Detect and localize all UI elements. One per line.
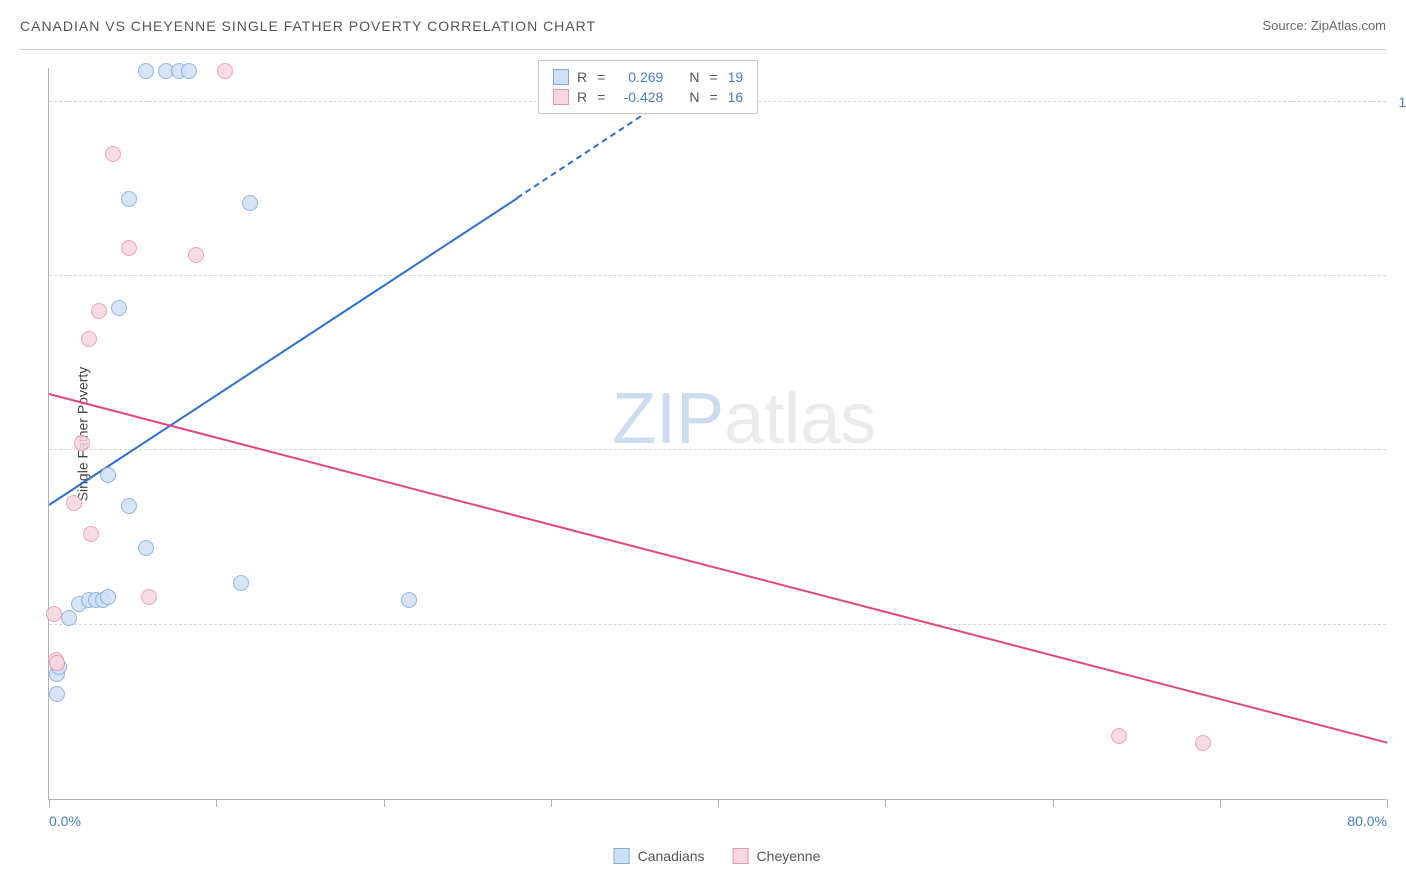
series-legend: Canadians Cheyenne xyxy=(614,848,821,864)
legend-swatch xyxy=(614,848,630,864)
x-tick xyxy=(1387,799,1388,807)
y-tick-label: 100.0% xyxy=(1391,94,1406,110)
trend-line xyxy=(49,393,1388,744)
chart-area: Single Father Poverty ZIPatlas 25.0%50.0… xyxy=(48,60,1386,830)
data-point xyxy=(49,686,65,702)
series-legend-item: Canadians xyxy=(614,848,705,864)
data-point xyxy=(105,146,121,162)
data-point xyxy=(1111,728,1127,744)
data-point xyxy=(74,435,90,451)
data-point xyxy=(141,589,157,605)
gridline xyxy=(49,624,1386,625)
data-point xyxy=(401,592,417,608)
y-tick-label: 50.0% xyxy=(1391,442,1406,458)
data-point xyxy=(217,63,233,79)
series-label: Canadians xyxy=(638,848,705,864)
data-point xyxy=(138,63,154,79)
r-label: R xyxy=(577,89,587,105)
y-tick-label: 25.0% xyxy=(1391,617,1406,633)
x-tick xyxy=(1220,799,1221,807)
data-point xyxy=(188,247,204,263)
data-point xyxy=(121,191,137,207)
legend-swatch xyxy=(553,69,569,85)
x-tick xyxy=(384,799,385,807)
stats-legend: R=0.269N=19R=-0.428N=16 xyxy=(538,60,758,114)
x-tick xyxy=(49,799,50,807)
data-point xyxy=(100,467,116,483)
watermark-suffix: atlas xyxy=(724,379,876,459)
stats-legend-row: R=-0.428N=16 xyxy=(553,87,743,107)
x-tick xyxy=(885,799,886,807)
data-point xyxy=(111,300,127,316)
x-tick xyxy=(1053,799,1054,807)
data-point xyxy=(242,195,258,211)
x-tick xyxy=(216,799,217,807)
data-point xyxy=(66,495,82,511)
data-point xyxy=(138,540,154,556)
x-tick-label: 0.0% xyxy=(49,813,81,829)
n-value: 16 xyxy=(728,89,744,105)
y-tick-label: 75.0% xyxy=(1391,268,1406,284)
header-bar: CANADIAN VS CHEYENNE SINGLE FATHER POVER… xyxy=(20,18,1386,50)
x-tick-label: 80.0% xyxy=(1347,813,1387,829)
data-point xyxy=(100,589,116,605)
stats-legend-row: R=0.269N=19 xyxy=(553,67,743,87)
data-point xyxy=(49,655,65,671)
data-point xyxy=(61,610,77,626)
gridline xyxy=(49,275,1386,276)
legend-swatch xyxy=(733,848,749,864)
data-point xyxy=(181,63,197,79)
legend-swatch xyxy=(553,89,569,105)
data-point xyxy=(121,498,137,514)
r-label: R xyxy=(577,69,587,85)
data-point xyxy=(233,575,249,591)
data-point xyxy=(121,240,137,256)
x-tick xyxy=(718,799,719,807)
n-label: N xyxy=(689,89,699,105)
chart-title: CANADIAN VS CHEYENNE SINGLE FATHER POVER… xyxy=(20,18,596,34)
watermark: ZIPatlas xyxy=(612,378,876,460)
data-point xyxy=(83,526,99,542)
n-value: 19 xyxy=(728,69,744,85)
watermark-prefix: ZIP xyxy=(612,379,724,459)
data-point xyxy=(91,303,107,319)
series-label: Cheyenne xyxy=(757,848,821,864)
x-tick xyxy=(551,799,552,807)
trend-line xyxy=(48,198,517,506)
data-point xyxy=(46,606,62,622)
source-attribution: Source: ZipAtlas.com xyxy=(1262,18,1386,33)
r-value: -0.428 xyxy=(615,89,663,105)
gridline xyxy=(49,449,1386,450)
data-point xyxy=(81,331,97,347)
data-point xyxy=(1195,735,1211,751)
r-value: 0.269 xyxy=(615,69,663,85)
plot-region: Single Father Poverty ZIPatlas 25.0%50.0… xyxy=(48,68,1386,800)
series-legend-item: Cheyenne xyxy=(733,848,821,864)
n-label: N xyxy=(689,69,699,85)
